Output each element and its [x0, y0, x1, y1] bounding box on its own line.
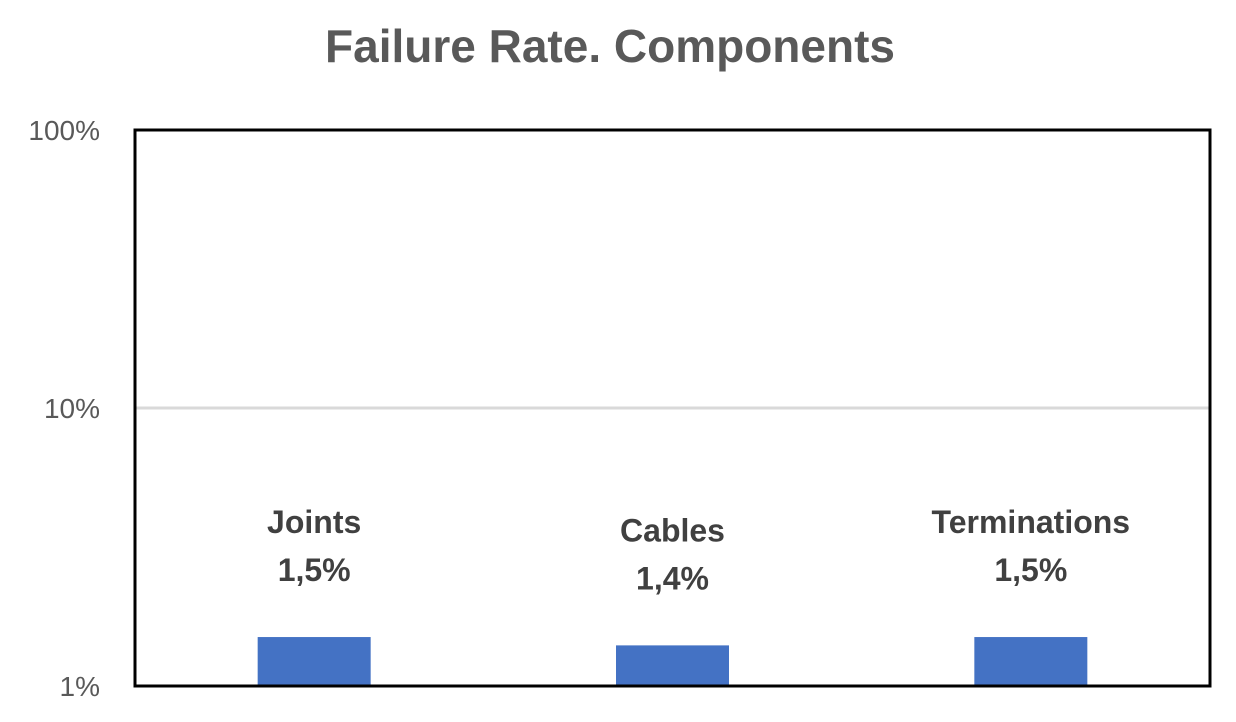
plot-area-frame: [133, 128, 1212, 688]
data-label-value: 1,4%: [636, 560, 709, 596]
data-label-value: 1,5%: [994, 552, 1067, 588]
bar-joints: [257, 637, 371, 686]
data-label-category: Terminations: [932, 504, 1131, 540]
y-tick-label: 10%: [44, 393, 100, 424]
data-label-category: Cables: [620, 512, 725, 548]
data-label-category: Joints: [267, 504, 361, 540]
y-tick-label: 1%: [60, 671, 100, 702]
y-axis-ticks: 1% 10% 100%: [28, 115, 100, 702]
data-labels: Joints 1,5% Cables 1,4% Terminations 1,5%: [267, 504, 1130, 596]
chart-title: Failure Rate. Components: [325, 20, 895, 72]
bar-cables: [616, 645, 729, 686]
data-label-value: 1,5%: [278, 552, 351, 588]
y-tick-label: 100%: [28, 115, 100, 146]
bars: [257, 637, 1088, 686]
bar-terminations: [974, 637, 1088, 686]
